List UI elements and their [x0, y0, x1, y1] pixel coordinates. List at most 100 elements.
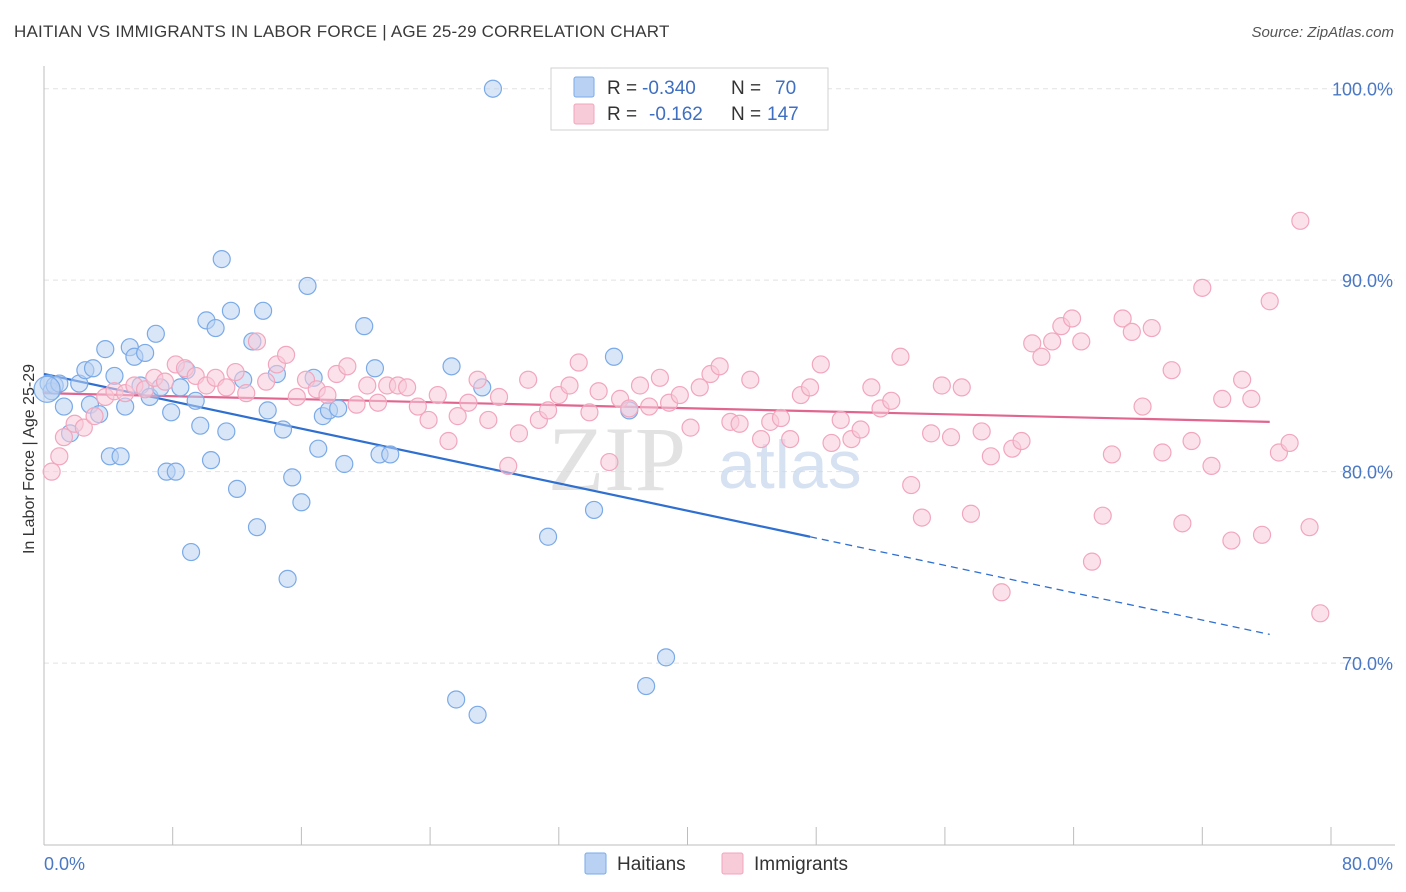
point-immigrants-111 — [1153, 443, 1172, 462]
point-immigrants-36 — [398, 378, 417, 397]
point-haitians-65 — [584, 500, 604, 520]
point-haitians-34 — [212, 250, 231, 269]
y-tick-labels: 100.0% 90.0% 80.0% 70.0% — [1332, 80, 1393, 674]
point-immigrants-31 — [347, 395, 366, 414]
point-haitians-66 — [604, 347, 624, 366]
point-immigrants-93 — [972, 422, 991, 441]
point-immigrants-38 — [419, 410, 438, 430]
point-immigrants-41 — [448, 407, 467, 426]
point-immigrants-91 — [952, 378, 971, 397]
point-haitians-13 — [105, 366, 124, 386]
point-haitians-25 — [166, 462, 185, 481]
x-tick-label-1: 80.0% — [1342, 854, 1393, 874]
point-haitians-9 — [83, 359, 103, 378]
point-immigrants-77 — [811, 355, 830, 374]
point-immigrants-126 — [1300, 518, 1319, 537]
point-immigrants-67 — [710, 357, 729, 376]
point-immigrants-86 — [902, 475, 921, 495]
point-immigrants-117 — [1213, 389, 1232, 408]
point-immigrants-79 — [831, 410, 850, 430]
point-immigrants-48 — [519, 370, 538, 389]
point-haitians-29 — [186, 391, 205, 410]
point-immigrants-12 — [155, 372, 175, 391]
point-immigrants-88 — [922, 424, 941, 443]
point-immigrants-30 — [338, 357, 357, 376]
point-immigrants-118 — [1222, 531, 1241, 550]
point-immigrants-112 — [1162, 361, 1181, 380]
point-immigrants-32 — [358, 376, 377, 395]
legend-r-value-1: -0.340 — [642, 78, 696, 99]
point-haitians-58 — [381, 445, 400, 464]
point-immigrants-103 — [1072, 332, 1091, 351]
point-immigrants-99 — [1032, 347, 1051, 366]
legend-r-value-2: -0.162 — [649, 104, 703, 125]
point-immigrants-63 — [670, 385, 689, 405]
y-axis-label: In Labor Force | Age 25-29 — [21, 364, 38, 554]
point-immigrants-53 — [569, 353, 588, 372]
point-immigrants-104 — [1082, 552, 1102, 571]
point-immigrants-102 — [1062, 309, 1082, 328]
point-haitians-69 — [656, 648, 676, 667]
point-haitians-63 — [483, 79, 503, 98]
x-tick-label-0: 0.0% — [44, 854, 85, 874]
point-immigrants-42 — [459, 393, 478, 412]
point-haitians-59 — [442, 357, 461, 376]
point-immigrants-58 — [620, 399, 639, 418]
point-immigrants-71 — [751, 429, 771, 449]
point-haitians-30 — [191, 416, 210, 435]
point-immigrants-19 — [226, 362, 245, 382]
point-haitians-50 — [309, 439, 328, 458]
point-haitians-14 — [111, 447, 130, 466]
point-immigrants-89 — [932, 376, 951, 395]
point-haitians-61 — [468, 705, 487, 724]
point-immigrants-114 — [1182, 431, 1201, 451]
point-immigrants-43 — [468, 370, 487, 389]
point-immigrants-105 — [1093, 506, 1112, 525]
point-immigrants-44 — [479, 410, 498, 430]
point-immigrants-4 — [74, 418, 93, 437]
bottom-legend-swatch-haitians — [584, 852, 607, 875]
legend-swatch-haitians — [573, 76, 595, 98]
point-immigrants-73 — [771, 408, 791, 428]
point-immigrants-84 — [882, 391, 901, 410]
point-haitians-68 — [637, 676, 656, 696]
point-immigrants-78 — [822, 433, 841, 453]
point-immigrants-94 — [981, 447, 1000, 466]
point-immigrants-124 — [1280, 433, 1299, 453]
point-haitians-46 — [283, 468, 302, 487]
y-tick-label-3: 70.0% — [1342, 654, 1393, 674]
point-immigrants-28 — [318, 385, 337, 405]
point-immigrants-109 — [1133, 397, 1152, 416]
series-legend: Haitians Immigrants — [584, 852, 848, 875]
point-immigrants-5 — [85, 407, 104, 426]
chart-source: Source: ZipAtlas.com — [1251, 24, 1394, 41]
point-haitians-47 — [292, 493, 311, 512]
point-immigrants-95 — [992, 583, 1011, 602]
point-immigrants-115 — [1193, 278, 1212, 297]
point-haitians-56 — [365, 359, 385, 378]
point-haitians-26 — [171, 378, 190, 397]
point-immigrants-81 — [851, 420, 870, 439]
point-immigrants-33 — [368, 393, 388, 412]
point-immigrants-119 — [1233, 370, 1252, 389]
point-immigrants-107 — [1113, 309, 1132, 328]
point-immigrants-37 — [408, 397, 427, 416]
bottom-legend-swatch-immigrants — [721, 852, 744, 875]
point-immigrants-113 — [1173, 514, 1192, 533]
point-haitians-36 — [221, 301, 241, 320]
y-tick-label-1: 90.0% — [1342, 271, 1393, 291]
point-immigrants-127 — [1311, 604, 1330, 623]
point-immigrants-52 — [560, 376, 579, 395]
point-immigrants-61 — [650, 368, 670, 387]
legend-n-label-2: N = — [731, 104, 761, 125]
point-immigrants-121 — [1252, 525, 1272, 544]
point-immigrants-50 — [538, 401, 558, 420]
point-immigrants-18 — [217, 378, 236, 397]
point-immigrants-55 — [589, 382, 608, 401]
data-points — [33, 79, 1330, 724]
point-immigrants-97 — [1012, 431, 1031, 451]
point-immigrants-92 — [961, 504, 981, 523]
point-immigrants-21 — [247, 332, 267, 351]
point-haitians-42 — [258, 401, 277, 420]
point-haitians-4 — [54, 397, 74, 416]
